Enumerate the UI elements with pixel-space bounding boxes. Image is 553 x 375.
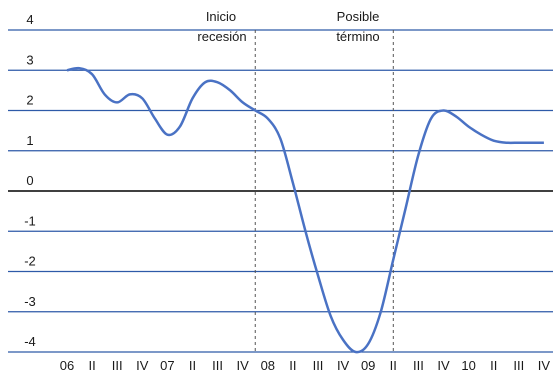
x-tick-label: IV	[437, 358, 450, 373]
x-tick-labels: 06 II III IV 07 II III IV 08 II III IV 09 II III IV 10 II…	[60, 358, 551, 373]
y-tick-label: 0	[26, 173, 33, 188]
x-tick-label: 09	[361, 358, 375, 373]
x-tick-label: 10	[461, 358, 475, 373]
x-tick-label: IV	[136, 358, 149, 373]
annotation-label: recesión	[197, 29, 246, 44]
x-tick-label: II	[390, 358, 397, 373]
annotation-label: Posible	[337, 9, 380, 24]
x-tick-label: III	[513, 358, 524, 373]
x-tick-label: 06	[60, 358, 74, 373]
annotation-label: Inicio	[206, 9, 236, 24]
x-tick-label: III	[112, 358, 123, 373]
x-tick-label: III	[212, 358, 223, 373]
y-tick-label: 3	[26, 52, 33, 67]
x-tick-label: III	[413, 358, 424, 373]
x-tick-label: IV	[538, 358, 551, 373]
x-tick-label: II	[88, 358, 95, 373]
y-tick-label: 4	[26, 12, 33, 27]
y-tick-labels: 4 3 2 1 0 -1 -2 -3 -4	[24, 12, 36, 349]
x-tick-label: II	[490, 358, 497, 373]
x-tick-label: 07	[160, 358, 174, 373]
y-tick-label: -4	[24, 334, 36, 349]
y-tick-label: -3	[24, 294, 36, 309]
annotation-label: término	[336, 29, 379, 44]
x-tick-label: II	[289, 358, 296, 373]
x-tick-label: 08	[261, 358, 275, 373]
y-tick-label: 1	[26, 133, 33, 148]
x-tick-label: IV	[237, 358, 250, 373]
grid-lines	[8, 29, 553, 353]
x-tick-label: IV	[337, 358, 350, 373]
x-tick-label: III	[313, 358, 324, 373]
y-tick-label: -1	[24, 213, 36, 228]
series-line	[66, 66, 544, 354]
annotations: Inicio recesión Posible término	[197, 9, 394, 354]
y-tick-label: 2	[26, 93, 33, 108]
y-tick-label: -2	[24, 254, 36, 269]
x-tick-label: II	[189, 358, 196, 373]
